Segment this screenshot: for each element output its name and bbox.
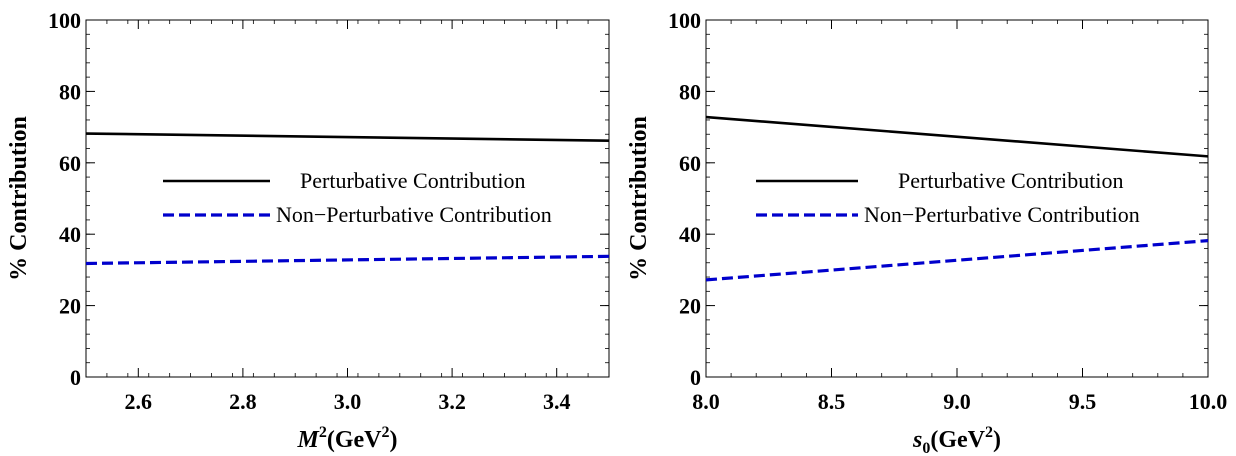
- plot-frame: [85, 19, 610, 378]
- legend-entry-label: Perturbative Contribution: [898, 168, 1123, 193]
- y-tick-label: 80: [679, 79, 701, 104]
- series-line-perturbative: [85, 132, 610, 142]
- y-tick-label: 40: [679, 222, 701, 247]
- y-tick-label: 60: [59, 151, 81, 176]
- y-tick-label: 0: [70, 365, 81, 390]
- chart-panel-2: 8.0 8.5 9.0 9.5 10.0 0 20 40 60 80 100 Perturbative…: [626, 8, 1227, 456]
- x-tick-label: 10.0: [1189, 389, 1228, 414]
- y-tick-label: 40: [59, 222, 81, 247]
- plot-frame: [705, 19, 1209, 378]
- x-tick-label: 2.8: [229, 389, 257, 414]
- x-tick-label: 9.5: [1069, 389, 1097, 414]
- x-tick-label: 9.0: [943, 389, 971, 414]
- y-tick-label: 60: [679, 151, 701, 176]
- x-tick-label: 3.2: [438, 389, 466, 414]
- y-tick-label: 100: [668, 8, 701, 33]
- y-tick-label: 0: [690, 365, 701, 390]
- x-tick-label: 2.6: [125, 389, 153, 414]
- y-tick-label: 20: [679, 294, 701, 319]
- y-tick-label: 100: [48, 8, 81, 33]
- x-tick-label: 3.4: [543, 389, 571, 414]
- y-tick-label: 80: [59, 79, 81, 104]
- series-line-perturbative: [705, 115, 1209, 158]
- legend-entry-label: Perturbative Contribution: [300, 168, 525, 193]
- x-tick-label: 8.5: [818, 389, 846, 414]
- x-tick-label: 8.0: [692, 389, 720, 414]
- y-axis-title: % Contribution: [626, 116, 652, 281]
- series-line-non-perturbative: [705, 239, 1209, 282]
- y-axis-title: % Contribution: [6, 116, 32, 281]
- series-line-non-perturbative: [85, 254, 610, 266]
- x-tick-label: 3.0: [334, 389, 362, 414]
- chart-panel-1: 2.6 2.8 3.0 3.2 3.4 0 20 40 60 80 100 Perturbative …: [6, 8, 610, 453]
- y-tick-label: 20: [59, 294, 81, 319]
- legend-entry-label: Non−Perturbative Contribution: [276, 202, 552, 227]
- x-axis-title: s0(GeV2): [912, 424, 1001, 456]
- legend-entry-label: Non−Perturbative Contribution: [864, 202, 1140, 227]
- x-axis-title: M2(GeV2): [297, 424, 398, 453]
